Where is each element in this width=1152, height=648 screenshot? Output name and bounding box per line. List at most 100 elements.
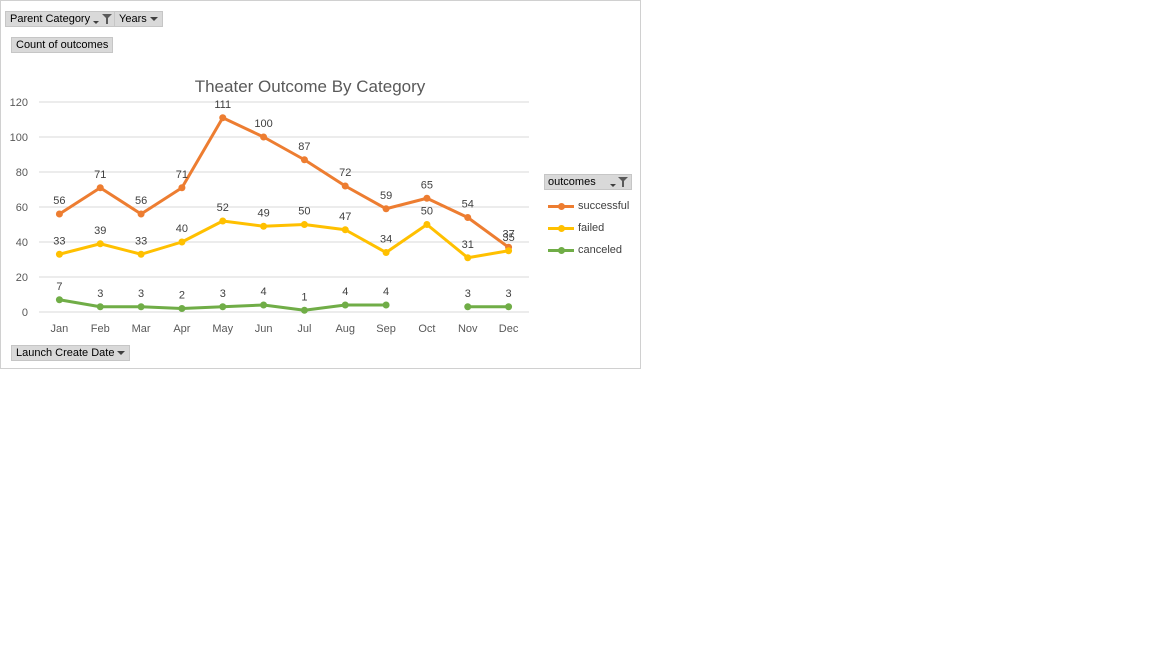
- data-point-successful: [96, 184, 104, 192]
- x-tick-label: Mar: [132, 323, 151, 335]
- y-tick-label: 100: [10, 132, 28, 144]
- data-point-failed: [55, 250, 63, 258]
- data-point-successful: [178, 184, 186, 192]
- data-label-successful: 100: [254, 118, 272, 130]
- filter-icon: [102, 14, 113, 24]
- legend-label: canceled: [578, 244, 623, 256]
- data-point-successful: [464, 214, 472, 221]
- y-tick-label: 120: [10, 97, 28, 109]
- years-label: Years: [119, 13, 147, 25]
- filter-icon: [618, 177, 628, 187]
- x-tick-label: Nov: [458, 323, 478, 335]
- data-label-successful: 111: [214, 99, 231, 111]
- data-label-successful: 71: [94, 169, 106, 181]
- data-point-canceled: [382, 301, 390, 309]
- chart-title: Theater Outcome By Category: [195, 77, 426, 96]
- data-point-failed: [423, 221, 431, 228]
- value-field-label: Count of outcomes: [16, 39, 109, 51]
- data-label-failed: 47: [339, 211, 351, 223]
- legend: outcomes successful failed canceled: [544, 174, 632, 261]
- pivot-chart: Parent Category Years Count of outcomes …: [0, 0, 641, 369]
- data-label-failed: 49: [257, 207, 269, 219]
- data-label-canceled: 3: [220, 288, 226, 300]
- data-point-failed: [464, 254, 472, 262]
- data-label-failed: 50: [298, 206, 310, 218]
- data-point-canceled: [505, 303, 513, 311]
- x-tick-label: Sep: [376, 323, 396, 335]
- data-point-failed: [219, 217, 227, 225]
- legend-title: outcomes: [548, 176, 596, 188]
- data-label-successful: 54: [462, 199, 474, 211]
- chevron-down-icon: [117, 351, 126, 355]
- axis-field-label: Launch Create Date: [16, 347, 115, 359]
- dropdown-arrow-icon: [93, 20, 100, 24]
- data-label-successful: 59: [380, 190, 392, 202]
- outcomes-filter-button[interactable]: outcomes: [544, 174, 632, 190]
- data-label-failed: 50: [421, 206, 433, 218]
- data-label-successful: 65: [421, 179, 433, 191]
- data-point-failed: [137, 250, 145, 258]
- data-label-failed: 40: [176, 223, 188, 235]
- series-line-successful: [58, 116, 510, 249]
- data-label-canceled: 4: [261, 286, 267, 298]
- data-label-canceled: 4: [342, 286, 348, 298]
- y-tick-label: 80: [16, 167, 28, 179]
- x-tick-label: Dec: [499, 323, 519, 335]
- data-label-canceled: 3: [465, 288, 471, 300]
- data-point-canceled: [55, 296, 63, 304]
- x-tick-label: May: [212, 323, 233, 335]
- data-label-successful: 87: [298, 141, 310, 153]
- data-label-successful: 72: [339, 167, 351, 179]
- legend-item-canceled: canceled: [544, 239, 632, 261]
- x-tick-label: Jul: [297, 323, 311, 335]
- data-point-canceled: [96, 303, 104, 311]
- data-point-canceled: [300, 306, 308, 314]
- data-point-successful: [341, 182, 349, 190]
- data-point-successful: [260, 133, 268, 141]
- data-point-canceled: [178, 305, 186, 312]
- axis-field-button[interactable]: Launch Create Date: [11, 345, 131, 361]
- y-tick-label: 60: [16, 202, 28, 214]
- value-field-button[interactable]: Count of outcomes: [11, 37, 114, 53]
- data-label-failed: 33: [53, 235, 65, 247]
- data-label-failed: 52: [217, 202, 229, 214]
- data-label-failed: 31: [462, 239, 474, 251]
- data-point-canceled: [260, 301, 268, 309]
- y-tick-label: 40: [16, 237, 28, 249]
- data-point-successful: [300, 156, 308, 164]
- series-line-failed: [59, 219, 509, 260]
- data-point-failed: [341, 226, 349, 234]
- x-tick-label: Jun: [255, 323, 273, 335]
- data-label-failed: 35: [502, 232, 514, 244]
- data-label-failed: 34: [380, 234, 392, 246]
- data-label-failed: 39: [94, 225, 106, 237]
- years-filter-button[interactable]: Years: [114, 11, 163, 27]
- x-tick-label: Feb: [91, 323, 110, 335]
- data-label-canceled: 3: [97, 288, 103, 300]
- data-point-canceled: [219, 303, 227, 311]
- data-label-canceled: 4: [383, 286, 389, 298]
- parent-category-filter-button[interactable]: Parent Category: [5, 11, 118, 27]
- data-label-failed: 33: [135, 235, 147, 247]
- data-point-failed: [505, 247, 513, 255]
- data-point-failed: [382, 249, 390, 256]
- legend-item-successful: successful: [544, 195, 632, 217]
- y-tick-label: 20: [16, 272, 28, 284]
- data-point-failed: [96, 240, 104, 248]
- chart-plot-area: Theater Outcome By Category 0 20 40 60 80 100…: [10, 77, 529, 335]
- data-point-failed: [178, 238, 186, 246]
- legend-line-failed: [548, 224, 574, 232]
- data-label-canceled: 1: [301, 291, 307, 303]
- chevron-down-icon: [149, 17, 158, 21]
- data-label-successful: 56: [135, 195, 147, 207]
- x-tick-label: Apr: [173, 323, 190, 335]
- data-label-successful: 71: [176, 169, 188, 181]
- data-label-canceled: 2: [179, 290, 185, 302]
- data-label-successful: 37: [502, 228, 514, 240]
- data-point-failed: [300, 221, 308, 228]
- legend-line-successful: [548, 202, 574, 210]
- data-point-canceled: [341, 301, 349, 309]
- data-label-canceled: 3: [506, 288, 512, 300]
- legend-item-failed: failed: [544, 217, 632, 239]
- legend-line-canceled: [548, 246, 574, 254]
